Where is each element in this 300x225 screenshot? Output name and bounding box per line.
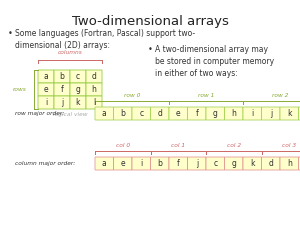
Text: f: f bbox=[177, 159, 180, 168]
Text: col 0: col 0 bbox=[116, 143, 130, 148]
FancyBboxPatch shape bbox=[113, 107, 132, 120]
FancyBboxPatch shape bbox=[70, 96, 86, 109]
FancyBboxPatch shape bbox=[188, 157, 206, 170]
Text: k: k bbox=[287, 109, 292, 118]
FancyBboxPatch shape bbox=[206, 107, 224, 120]
FancyBboxPatch shape bbox=[132, 157, 151, 170]
FancyBboxPatch shape bbox=[262, 157, 280, 170]
Text: i: i bbox=[45, 98, 47, 107]
Text: h: h bbox=[287, 159, 292, 168]
Text: Some languages (Fortran, Pascal) support two-
dimensional (2D) arrays:: Some languages (Fortran, Pascal) support… bbox=[15, 29, 195, 50]
Text: row 0: row 0 bbox=[124, 93, 140, 98]
Text: row 2: row 2 bbox=[272, 93, 288, 98]
Text: c: c bbox=[139, 109, 143, 118]
FancyBboxPatch shape bbox=[54, 83, 70, 96]
Text: b: b bbox=[60, 72, 64, 81]
FancyBboxPatch shape bbox=[224, 107, 243, 120]
Text: columns: columns bbox=[58, 50, 82, 55]
Text: row 1: row 1 bbox=[198, 93, 214, 98]
FancyBboxPatch shape bbox=[86, 96, 102, 109]
FancyBboxPatch shape bbox=[280, 157, 298, 170]
Text: d: d bbox=[92, 72, 96, 81]
Text: f: f bbox=[195, 109, 198, 118]
Text: a: a bbox=[102, 109, 106, 118]
Text: e: e bbox=[44, 85, 48, 94]
Text: row major order:: row major order: bbox=[15, 111, 64, 116]
FancyBboxPatch shape bbox=[280, 107, 298, 120]
FancyBboxPatch shape bbox=[188, 107, 206, 120]
FancyBboxPatch shape bbox=[224, 157, 243, 170]
Text: g: g bbox=[231, 159, 236, 168]
FancyBboxPatch shape bbox=[38, 70, 54, 83]
FancyBboxPatch shape bbox=[262, 107, 280, 120]
FancyBboxPatch shape bbox=[113, 157, 132, 170]
Text: g: g bbox=[76, 85, 80, 94]
FancyBboxPatch shape bbox=[54, 96, 70, 109]
Text: d: d bbox=[157, 109, 162, 118]
Text: d: d bbox=[268, 159, 273, 168]
FancyBboxPatch shape bbox=[151, 157, 169, 170]
FancyBboxPatch shape bbox=[151, 107, 169, 120]
FancyBboxPatch shape bbox=[86, 83, 102, 96]
Text: •: • bbox=[148, 45, 153, 54]
Text: g: g bbox=[213, 109, 218, 118]
Text: col 2: col 2 bbox=[227, 143, 241, 148]
Text: b: b bbox=[157, 159, 162, 168]
Text: j: j bbox=[61, 98, 63, 107]
Text: i: i bbox=[140, 159, 142, 168]
Text: column major order:: column major order: bbox=[15, 161, 75, 166]
Text: k: k bbox=[250, 159, 254, 168]
Text: a: a bbox=[44, 72, 48, 81]
FancyBboxPatch shape bbox=[243, 157, 262, 170]
Text: c: c bbox=[76, 72, 80, 81]
Text: rows: rows bbox=[13, 87, 27, 92]
FancyBboxPatch shape bbox=[95, 107, 113, 120]
Text: col 3: col 3 bbox=[282, 143, 296, 148]
Text: Two-dimensional arrays: Two-dimensional arrays bbox=[72, 15, 228, 28]
Text: A two-dimensional array may
be stored in computer memory
in either of two ways:: A two-dimensional array may be stored in… bbox=[155, 45, 274, 78]
Text: c: c bbox=[213, 159, 217, 168]
Text: l: l bbox=[93, 98, 95, 107]
FancyBboxPatch shape bbox=[95, 157, 113, 170]
FancyBboxPatch shape bbox=[169, 107, 188, 120]
Text: h: h bbox=[231, 109, 236, 118]
FancyBboxPatch shape bbox=[298, 157, 300, 170]
FancyBboxPatch shape bbox=[132, 107, 151, 120]
Text: b: b bbox=[120, 109, 125, 118]
FancyBboxPatch shape bbox=[206, 157, 224, 170]
Text: logical view: logical view bbox=[53, 112, 87, 117]
Text: j: j bbox=[196, 159, 198, 168]
FancyBboxPatch shape bbox=[70, 70, 86, 83]
FancyBboxPatch shape bbox=[38, 83, 54, 96]
Text: f: f bbox=[61, 85, 63, 94]
Text: j: j bbox=[270, 109, 272, 118]
FancyBboxPatch shape bbox=[86, 70, 102, 83]
FancyBboxPatch shape bbox=[54, 70, 70, 83]
Text: i: i bbox=[251, 109, 254, 118]
FancyBboxPatch shape bbox=[169, 157, 188, 170]
Text: k: k bbox=[76, 98, 80, 107]
Text: e: e bbox=[176, 109, 181, 118]
Text: h: h bbox=[92, 85, 96, 94]
Text: a: a bbox=[102, 159, 106, 168]
FancyBboxPatch shape bbox=[298, 107, 300, 120]
FancyBboxPatch shape bbox=[70, 83, 86, 96]
FancyBboxPatch shape bbox=[243, 107, 262, 120]
Text: •: • bbox=[8, 29, 13, 38]
Text: col 1: col 1 bbox=[171, 143, 185, 148]
Text: e: e bbox=[120, 159, 125, 168]
FancyBboxPatch shape bbox=[38, 96, 54, 109]
